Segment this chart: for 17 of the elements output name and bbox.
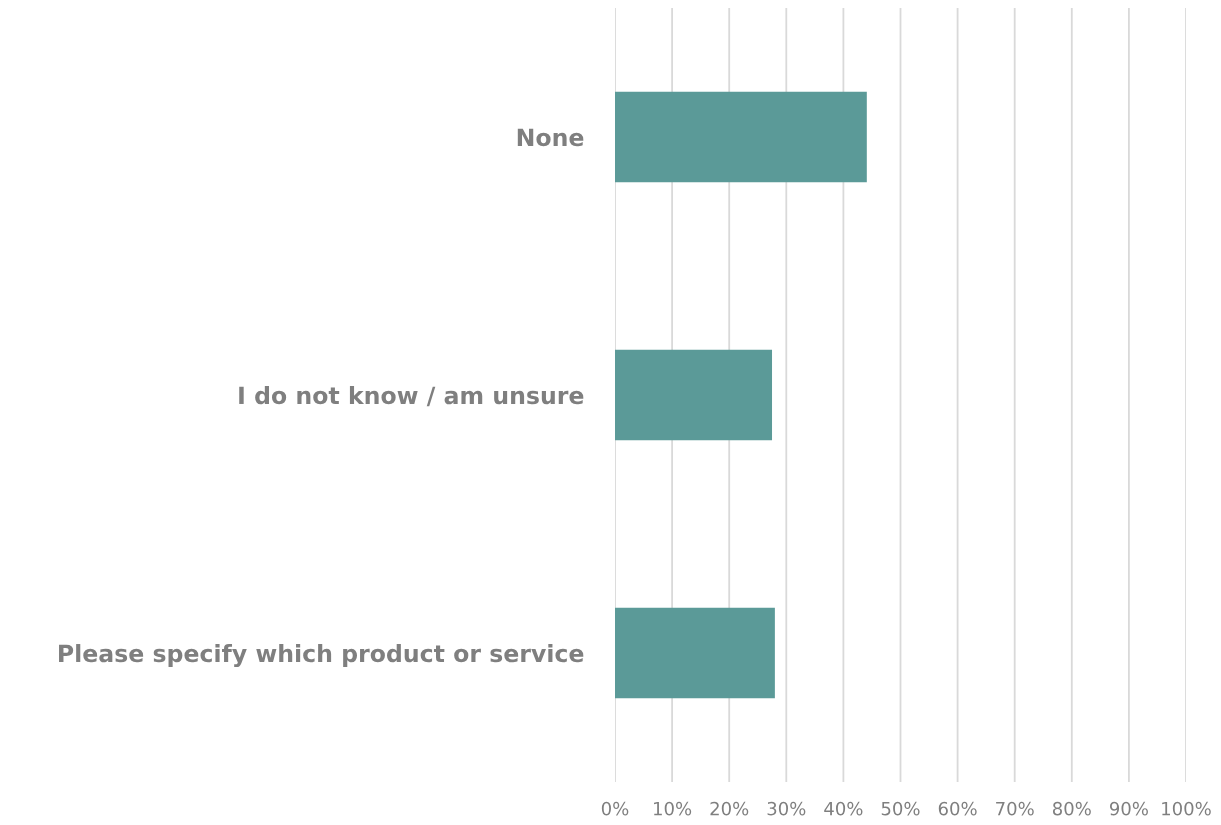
x-tick-label: 100% xyxy=(1162,801,1211,816)
x-tick-label: 60% xyxy=(938,801,977,816)
x-tick-label: 10% xyxy=(654,801,692,816)
y-tick-label: I do not know / am unsure xyxy=(239,386,584,407)
bar xyxy=(615,607,775,699)
x-tick-label: 50% xyxy=(881,801,920,816)
x-tick-label: 80% xyxy=(1052,801,1091,816)
x-tick-label: 40% xyxy=(824,801,863,816)
y-tick-label: None xyxy=(517,128,584,147)
bar xyxy=(615,349,773,441)
x-tick-label: 20% xyxy=(710,801,749,816)
bar xyxy=(615,91,867,183)
x-tick-label: 70% xyxy=(996,801,1034,816)
x-tick-label: 0% xyxy=(601,801,629,816)
x-tick-label: 30% xyxy=(767,801,806,816)
x-tick-label: 90% xyxy=(1109,801,1148,816)
y-tick-label: Please specify which product or service xyxy=(59,644,584,668)
